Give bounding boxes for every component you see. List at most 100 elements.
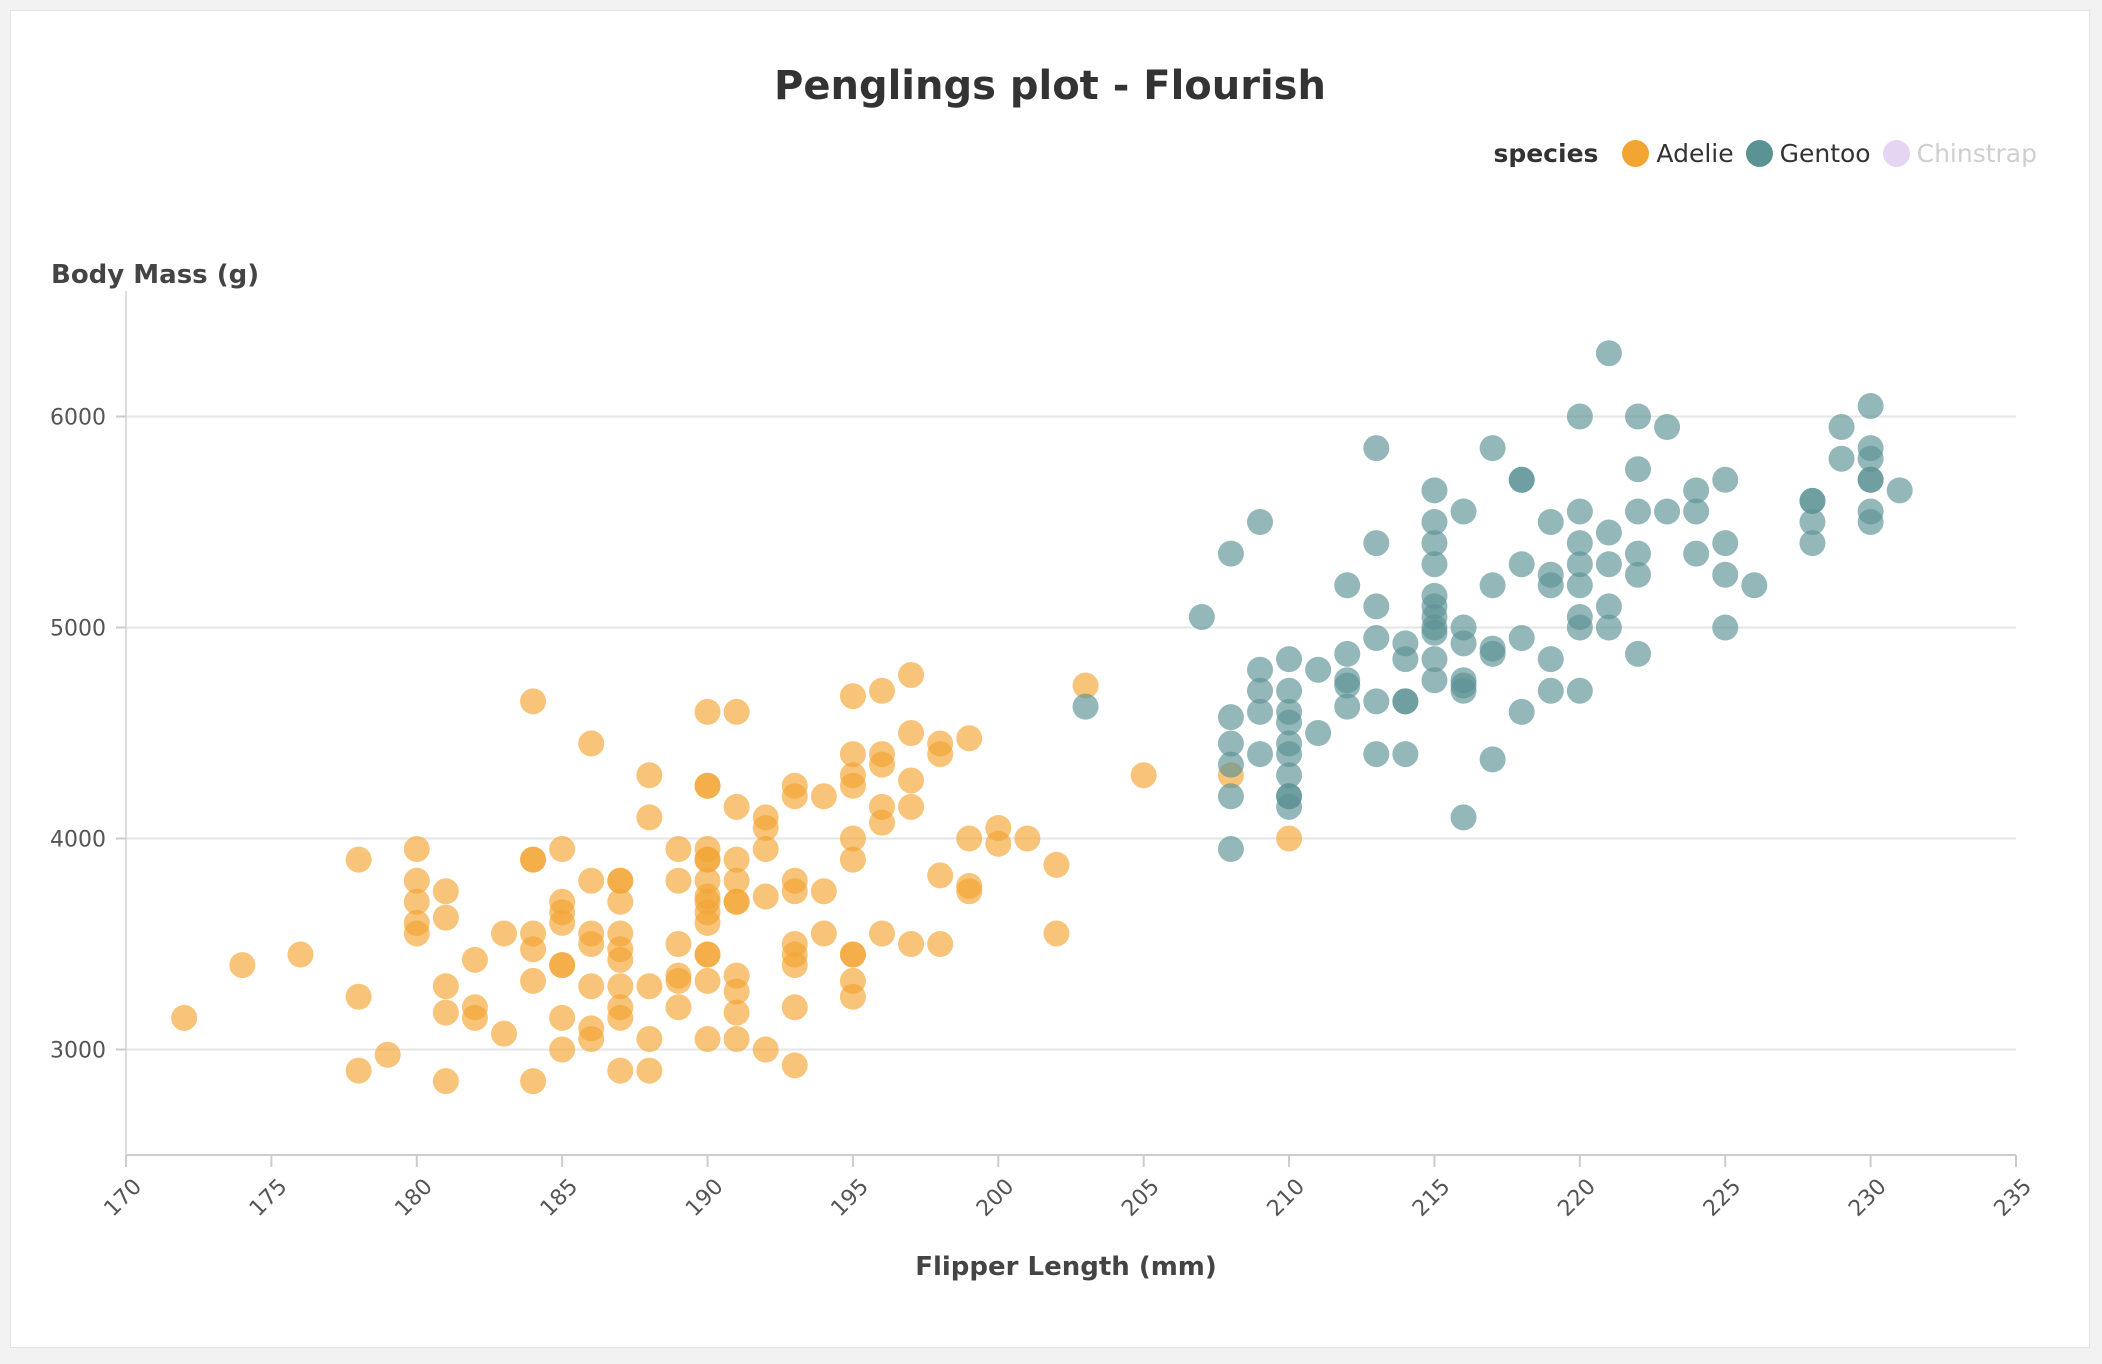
point-adelie[interactable] bbox=[810, 920, 837, 947]
point-gentoo[interactable] bbox=[1625, 498, 1651, 525]
point-gentoo[interactable] bbox=[1683, 498, 1710, 525]
point-gentoo[interactable] bbox=[1595, 551, 1622, 578]
point-adelie[interactable] bbox=[694, 1025, 721, 1052]
point-gentoo[interactable] bbox=[1363, 625, 1390, 652]
point-adelie[interactable] bbox=[432, 878, 459, 905]
point-gentoo[interactable] bbox=[1741, 572, 1768, 599]
point-adelie[interactable] bbox=[723, 846, 750, 873]
point-adelie[interactable] bbox=[956, 725, 983, 752]
point-adelie[interactable] bbox=[839, 741, 866, 768]
point-gentoo[interactable] bbox=[1566, 551, 1593, 578]
point-adelie[interactable] bbox=[927, 931, 954, 957]
point-gentoo[interactable] bbox=[1566, 614, 1593, 641]
point-adelie[interactable] bbox=[345, 846, 372, 873]
point-adelie[interactable] bbox=[781, 1052, 808, 1079]
point-adelie[interactable] bbox=[578, 730, 605, 757]
point-gentoo[interactable] bbox=[1421, 551, 1448, 578]
point-gentoo[interactable] bbox=[1421, 477, 1448, 504]
point-adelie[interactable] bbox=[1276, 825, 1303, 852]
point-adelie[interactable] bbox=[403, 888, 430, 915]
point-adelie[interactable] bbox=[810, 878, 837, 905]
point-gentoo[interactable] bbox=[1595, 340, 1622, 367]
point-gentoo[interactable] bbox=[1334, 572, 1361, 599]
point-gentoo[interactable] bbox=[1217, 730, 1244, 757]
point-gentoo[interactable] bbox=[1217, 751, 1244, 778]
point-gentoo[interactable] bbox=[1276, 793, 1303, 820]
point-gentoo[interactable] bbox=[1479, 640, 1506, 667]
point-adelie[interactable] bbox=[723, 793, 750, 820]
point-gentoo[interactable] bbox=[1625, 456, 1651, 483]
point-gentoo[interactable] bbox=[1217, 783, 1244, 810]
point-gentoo[interactable] bbox=[1363, 688, 1390, 715]
point-adelie[interactable] bbox=[432, 904, 459, 931]
point-adelie[interactable] bbox=[839, 941, 866, 968]
point-adelie[interactable] bbox=[694, 941, 721, 968]
point-gentoo[interactable] bbox=[1479, 572, 1506, 599]
point-adelie[interactable] bbox=[549, 836, 576, 863]
point-adelie[interactable] bbox=[461, 946, 488, 973]
point-adelie[interactable] bbox=[665, 931, 692, 957]
point-gentoo[interactable] bbox=[1508, 551, 1535, 578]
point-gentoo[interactable] bbox=[1654, 414, 1681, 441]
point-gentoo[interactable] bbox=[1421, 667, 1448, 694]
point-adelie[interactable] bbox=[694, 772, 721, 799]
point-adelie[interactable] bbox=[636, 973, 663, 1000]
point-gentoo[interactable] bbox=[1276, 741, 1303, 768]
point-gentoo[interactable] bbox=[1857, 445, 1884, 472]
point-adelie[interactable] bbox=[578, 1025, 605, 1052]
point-adelie[interactable] bbox=[869, 809, 895, 836]
point-gentoo[interactable] bbox=[1595, 593, 1622, 620]
point-gentoo[interactable] bbox=[1537, 646, 1564, 673]
point-gentoo[interactable] bbox=[1363, 593, 1390, 620]
point-gentoo[interactable] bbox=[1712, 614, 1739, 641]
point-adelie[interactable] bbox=[549, 1036, 576, 1063]
point-gentoo[interactable] bbox=[1305, 720, 1332, 746]
point-gentoo[interactable] bbox=[1886, 477, 1913, 504]
point-adelie[interactable] bbox=[956, 878, 983, 905]
point-gentoo[interactable] bbox=[1537, 572, 1564, 599]
legend-item-gentoo[interactable]: Gentoo bbox=[1745, 139, 1871, 168]
point-gentoo[interactable] bbox=[1537, 509, 1564, 535]
point-gentoo[interactable] bbox=[1566, 530, 1593, 557]
point-gentoo[interactable] bbox=[1595, 519, 1622, 546]
point-adelie[interactable] bbox=[665, 994, 692, 1021]
point-gentoo[interactable] bbox=[1712, 530, 1739, 557]
point-gentoo[interactable] bbox=[1625, 403, 1651, 430]
point-gentoo[interactable] bbox=[1683, 477, 1710, 504]
point-gentoo[interactable] bbox=[1450, 630, 1477, 657]
point-adelie[interactable] bbox=[723, 867, 750, 894]
point-gentoo[interactable] bbox=[1479, 435, 1506, 462]
point-adelie[interactable] bbox=[491, 920, 517, 947]
point-adelie[interactable] bbox=[839, 983, 866, 1010]
point-gentoo[interactable] bbox=[1276, 677, 1303, 704]
point-adelie[interactable] bbox=[956, 825, 983, 852]
point-adelie[interactable] bbox=[345, 1057, 372, 1084]
point-adelie[interactable] bbox=[549, 952, 576, 979]
point-gentoo[interactable] bbox=[1421, 619, 1448, 646]
point-adelie[interactable] bbox=[839, 772, 866, 799]
point-gentoo[interactable] bbox=[1566, 677, 1593, 704]
point-adelie[interactable] bbox=[694, 846, 721, 873]
point-gentoo[interactable] bbox=[1276, 646, 1303, 673]
point-adelie[interactable] bbox=[723, 888, 750, 915]
point-gentoo[interactable] bbox=[1421, 509, 1448, 535]
point-gentoo[interactable] bbox=[1217, 540, 1244, 567]
point-adelie[interactable] bbox=[578, 867, 605, 894]
point-gentoo[interactable] bbox=[1566, 403, 1593, 430]
point-adelie[interactable] bbox=[1043, 920, 1070, 947]
point-adelie[interactable] bbox=[752, 814, 779, 841]
point-gentoo[interactable] bbox=[1857, 466, 1884, 493]
point-adelie[interactable] bbox=[927, 862, 954, 889]
point-adelie[interactable] bbox=[549, 1004, 576, 1031]
point-adelie[interactable] bbox=[781, 783, 808, 810]
point-gentoo[interactable] bbox=[1479, 746, 1506, 773]
point-adelie[interactable] bbox=[607, 1004, 634, 1031]
point-adelie[interactable] bbox=[694, 967, 721, 994]
point-gentoo[interactable] bbox=[1857, 509, 1884, 535]
point-gentoo[interactable] bbox=[1537, 677, 1564, 704]
point-gentoo[interactable] bbox=[1595, 614, 1622, 641]
point-gentoo[interactable] bbox=[1566, 498, 1593, 525]
point-adelie[interactable] bbox=[578, 931, 605, 957]
legend-item-chinstrap[interactable]: Chinstrap bbox=[1882, 139, 2037, 168]
point-gentoo[interactable] bbox=[1247, 656, 1273, 683]
